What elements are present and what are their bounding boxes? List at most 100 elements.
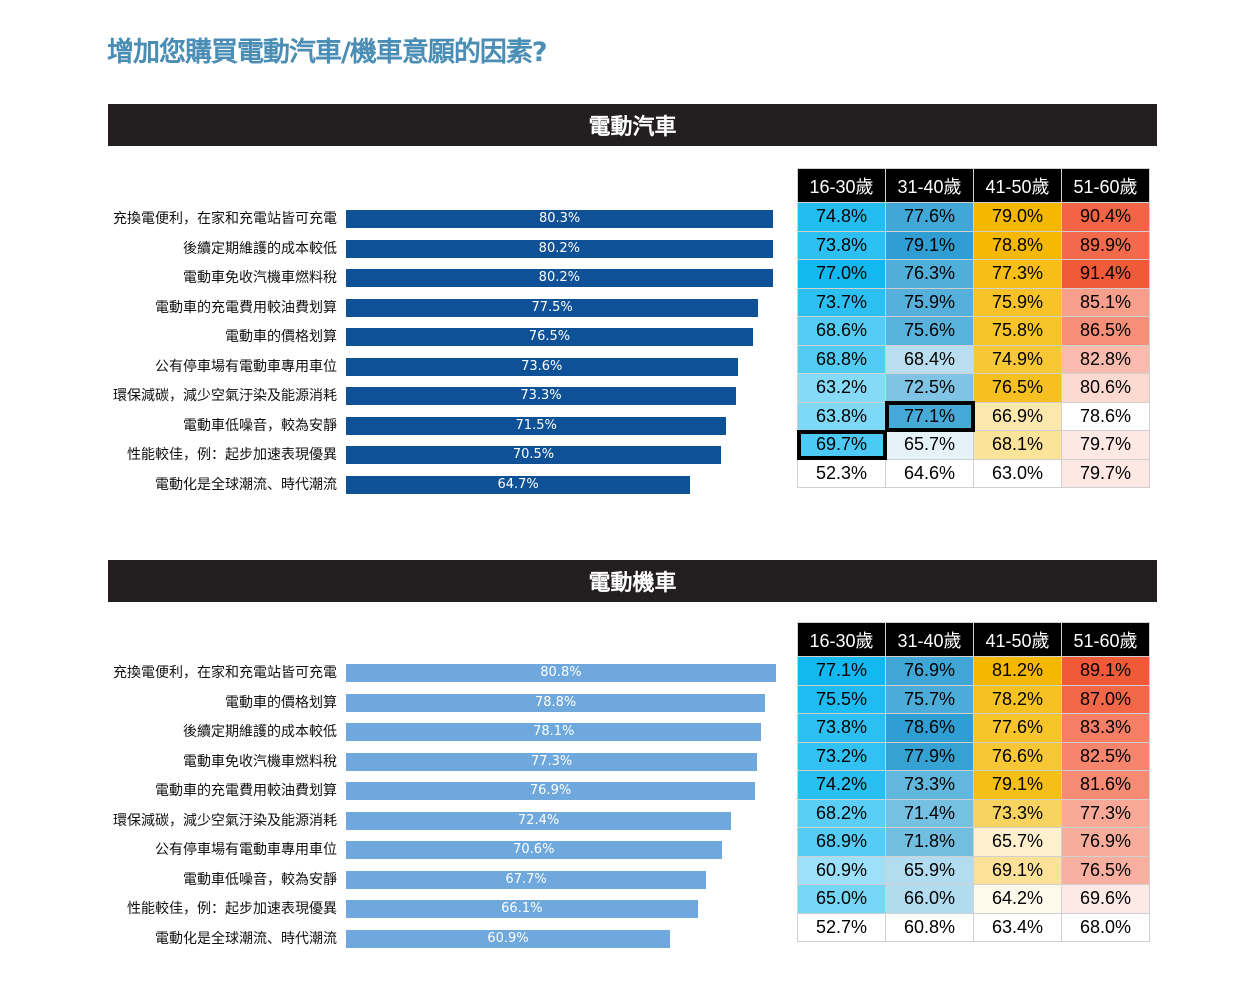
bar-value-label: 76.9% — [529, 783, 572, 798]
bar-value-label: 80.2% — [538, 270, 580, 285]
heatmap-cell: 65.9% — [885, 855, 974, 885]
heatmap-cell: 78.6% — [885, 713, 974, 743]
category-label: 性能較佳，例：起步加速表現優異 — [127, 901, 337, 917]
category-label: 環保減碳，減少空氣汙染及能源消耗 — [113, 812, 337, 829]
heatmap-cell: 68.8% — [797, 344, 886, 374]
heatmap-cell: 83.3% — [1061, 713, 1150, 743]
heatmap-cell: 76.5% — [1061, 855, 1150, 885]
heatmap-cell: 79.1% — [885, 230, 974, 260]
bar — [346, 929, 670, 948]
column-header: 51-60歲 — [1061, 622, 1150, 657]
category-label: 電動車低噪音，較為安靜 — [183, 417, 337, 434]
heatmap-cell: 75.8% — [973, 316, 1062, 346]
bar-value-label: 72.4% — [517, 812, 560, 828]
heatmap-cell: 73.2% — [797, 741, 886, 771]
heatmap-cell: 64.6% — [885, 458, 974, 488]
heatmap-table: 16-30歲 31-40歲 41-50歲 51-60歲 77.1% 76.9% 81.2% 8… — [797, 622, 1150, 942]
table-row: 73.7% 75.9% 75.9% 85.1% — [797, 287, 1150, 317]
bar — [346, 723, 762, 741]
heatmap-cell: 63.0% — [973, 458, 1062, 488]
table-row: 73.8% 79.1% 78.8% 89.9% — [797, 230, 1150, 260]
bar — [346, 416, 727, 435]
heatmap-cell: 82.5% — [1061, 741, 1150, 771]
bar-value-label: 80.8% — [540, 665, 582, 680]
heatmap-cell: 76.3% — [885, 259, 974, 289]
heatmap-cell: 64.2% — [973, 884, 1062, 914]
bar-value-label: 80.3% — [538, 211, 581, 226]
bar-value-label: 66.1% — [501, 901, 543, 916]
bar-value-label: 73.6% — [521, 358, 563, 374]
heatmap-cell: 86.5% — [1061, 316, 1150, 346]
heatmap-cell: 75.6% — [885, 316, 974, 346]
heatmap-cell: 78.2% — [973, 684, 1062, 714]
category-label: 電動車免收汽機車燃料稅 — [183, 270, 337, 286]
heatmap-cell: 77.0% — [797, 259, 886, 289]
heatmap-cell: 79.7% — [1061, 430, 1150, 460]
heatmap-cell: 78.8% — [973, 230, 1062, 260]
heatmap-cell: 71.8% — [885, 827, 974, 857]
heatmap-cell: 73.3% — [885, 770, 974, 800]
bar — [346, 298, 759, 317]
heatmap-cell: 72.5% — [885, 373, 974, 403]
heatmap-cell: 68.9% — [797, 827, 886, 857]
bar-value-label: 76.5% — [528, 329, 571, 344]
heatmap-cell: 87.0% — [1061, 684, 1150, 714]
heatmap-cell: 77.3% — [1061, 798, 1150, 828]
bar — [346, 239, 773, 258]
heatmap-table: 16-30歲 31-40歲 41-50歲 51-60歲 74.8% 77.6% 79.0% 9… — [796, 168, 1150, 488]
bar-value-label: 71.5% — [515, 417, 557, 433]
heatmap-cell: 68.6% — [797, 316, 886, 346]
column-header: 31-40歲 — [885, 168, 974, 203]
heatmap-cell: 65.7% — [885, 430, 974, 460]
heatmap-cell: 91.4% — [1061, 259, 1150, 289]
bar-value-label: 73.3% — [520, 388, 562, 403]
category-label: 性能較佳，例：起步加速表現優異 — [127, 447, 337, 463]
heatmap-cell: 74.8% — [797, 202, 886, 232]
heatmap-cell: 76.5% — [973, 373, 1062, 403]
bar — [346, 357, 738, 376]
bar — [346, 475, 691, 494]
heatmap-cell: 60.8% — [885, 912, 974, 942]
heatmap-cell: 76.6% — [973, 741, 1062, 771]
table-row: 75.5% 75.7% 78.2% 87.0% — [797, 684, 1150, 714]
heatmap-cell: 68.1% — [973, 430, 1062, 460]
heatmap-cell: 81.2% — [973, 656, 1062, 686]
table-row: 52.7% 60.8% 63.4% 68.0% — [797, 912, 1150, 942]
heatmap-cell: 66.0% — [885, 884, 974, 914]
table-row: 60.9% 65.9% 69.1% 76.5% — [797, 855, 1150, 885]
page-title: 增加您購買電動汽車/機車意願的因素? — [107, 37, 548, 68]
heatmap-cell: 77.1% — [797, 656, 886, 686]
bar-value-label: 60.9% — [487, 930, 529, 946]
heatmap-cell: 74.9% — [973, 344, 1062, 374]
heatmap-cell: 63.8% — [797, 401, 886, 431]
section-header-scooter: 電動機車 — [108, 560, 1157, 602]
heatmap-cell: 69.6% — [1061, 884, 1150, 914]
heatmap-cell: 69.1% — [973, 855, 1062, 885]
heatmap-cell: 68.2% — [797, 798, 886, 828]
heatmap-cell: 90.4% — [1061, 202, 1150, 232]
column-header: 31-40歲 — [885, 622, 974, 657]
bar-value-label: 77.3% — [530, 753, 573, 769]
table-row: 63.8% 77.1% 66.9% 78.6% — [797, 401, 1150, 432]
category-label: 後續定期維護的成本較低 — [183, 724, 337, 740]
section-header-car: 電動汽車 — [108, 104, 1157, 146]
category-label: 電動車的價格划算 — [225, 329, 337, 345]
bar — [346, 328, 753, 346]
bar — [346, 269, 773, 287]
heatmap-cell: 52.7% — [797, 912, 886, 942]
heatmap-cell: 75.9% — [973, 287, 1062, 317]
heatmap-cell: 80.6% — [1061, 373, 1150, 403]
bar — [346, 870, 707, 889]
bar-value-label: 70.5% — [512, 447, 555, 462]
heatmap-cell: 65.7% — [973, 827, 1062, 857]
heatmap-cell: 89.1% — [1061, 656, 1150, 686]
category-label: 電動車的充電費用較油費划算 — [155, 299, 337, 316]
bar — [346, 387, 736, 405]
heatmap-cell: 78.6% — [1061, 401, 1150, 431]
column-header: 41-50歲 — [973, 168, 1062, 203]
heatmap-cell: 75.9% — [885, 287, 974, 317]
bar — [346, 811, 732, 830]
bar — [346, 782, 756, 800]
category-label: 充換電便利，在家和充電站皆可充電 — [113, 211, 337, 227]
